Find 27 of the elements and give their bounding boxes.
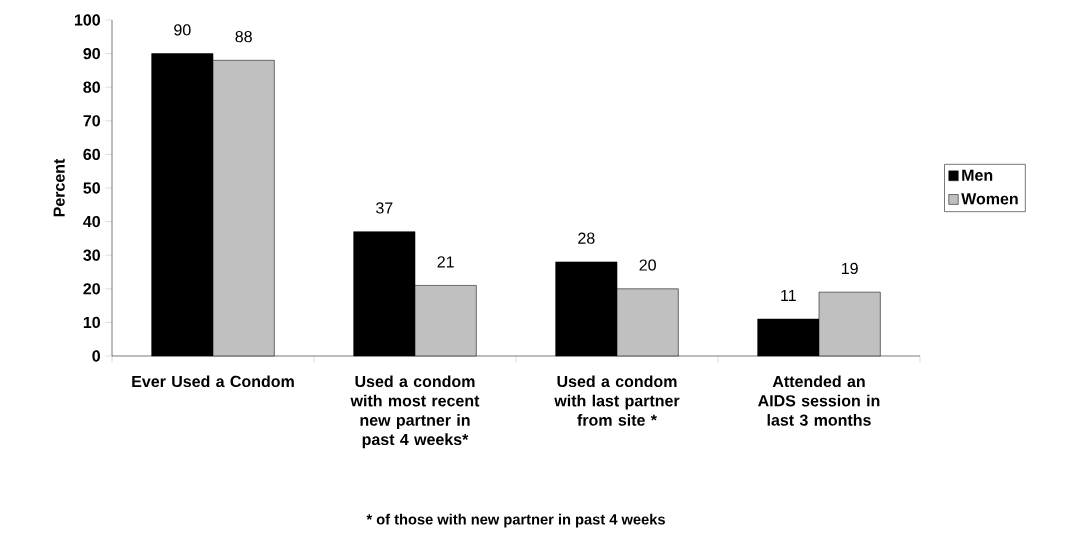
y-tick-label: 70: [83, 115, 100, 127]
text: * of those with new partner in past 4 weeks: [366, 513, 665, 528]
x-tick-label: Used a condom with most recent new partner in past 4 weeks*: [350, 375, 480, 449]
data-label: 11: [781, 289, 796, 301]
data-label: 20: [639, 259, 656, 271]
data-label: 28: [578, 232, 595, 244]
data-label: 90: [174, 24, 191, 36]
legend-label: Women: [961, 193, 1018, 205]
y-tick-label: 60: [83, 148, 100, 161]
y-tick-label: 30: [83, 249, 100, 261]
y-tick-label: 50: [83, 182, 100, 194]
y-tick-label: 20: [83, 283, 100, 295]
data-label: 37: [376, 202, 393, 214]
data-label: 88: [235, 30, 252, 43]
y-tick-label: 0: [92, 350, 100, 362]
x-tick-label: Ever Used a Condom: [132, 375, 294, 388]
data-label: 19: [841, 262, 858, 275]
data-label: 21: [437, 256, 454, 268]
y-tick-label: 10: [83, 316, 100, 329]
x-tick-label: Attended an AIDS session in last 3 months: [758, 375, 880, 426]
y-tick-label: 40: [83, 215, 100, 228]
legend-label: Men: [962, 169, 993, 181]
y-axis-title: Percent: [53, 158, 65, 217]
y-tick-label: 100: [74, 14, 100, 26]
x-tick-label: Used a condom with last partner from site *: [554, 375, 680, 426]
y-tick-label: 80: [83, 81, 100, 93]
y-tick-label: 90: [83, 47, 100, 60]
